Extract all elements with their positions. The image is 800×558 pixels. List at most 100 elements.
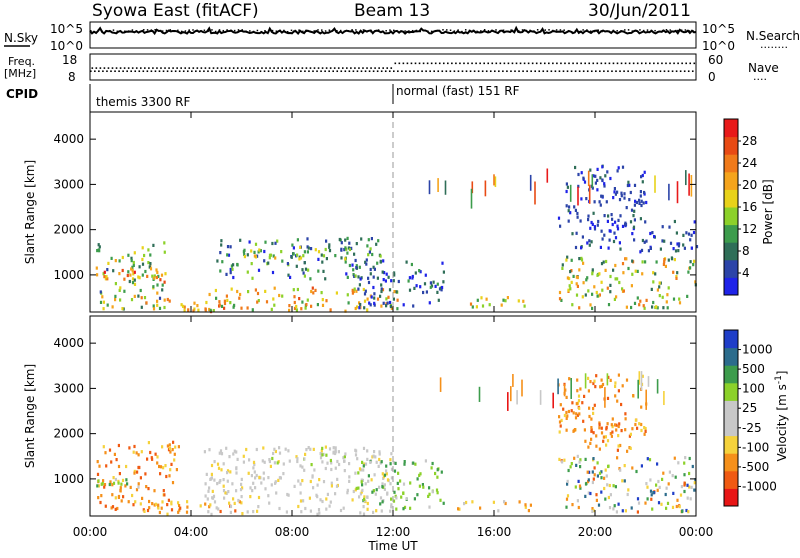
power-cell <box>585 197 588 201</box>
velocity-cell <box>607 375 610 379</box>
nave-dot <box>131 67 134 69</box>
freq-dot <box>255 70 258 73</box>
power-cell <box>655 260 658 264</box>
velocity-cell <box>242 454 245 458</box>
power-cell <box>615 295 618 299</box>
power-cell <box>695 245 699 249</box>
velocity-cell <box>442 501 445 505</box>
velocity-y-label: Slant Range [km] <box>23 364 37 468</box>
velocity-cell <box>576 454 579 458</box>
freq-dot <box>106 70 108 73</box>
velocity-cell <box>609 432 612 436</box>
noise-search-dot <box>487 30 490 32</box>
power-cell <box>246 253 249 257</box>
power-cell <box>288 308 291 312</box>
velocity-cell <box>366 449 369 453</box>
power-cell <box>576 284 579 288</box>
velocity-cell <box>385 472 388 476</box>
freq-dot <box>186 70 189 73</box>
noise-search-dot <box>199 30 202 32</box>
nave-dot <box>321 67 324 69</box>
velocity-colorbar-swatch <box>724 400 738 419</box>
power-cell <box>163 250 166 254</box>
power-cell <box>353 274 356 278</box>
velocity-cell <box>645 389 647 410</box>
noise-search-dot <box>139 30 141 33</box>
velocity-cell <box>578 460 581 464</box>
velocity-cell <box>380 460 383 464</box>
velocity-cell <box>309 479 312 484</box>
power-cell <box>578 257 581 261</box>
velocity-cell <box>223 496 226 500</box>
noise-search-dot <box>108 29 111 32</box>
noise-search-dot <box>476 30 478 33</box>
velocity-cell <box>361 483 364 487</box>
power-cell <box>320 291 323 295</box>
power-cell <box>359 303 362 307</box>
power-cell <box>559 224 562 228</box>
freq-dot <box>683 70 686 73</box>
noise-search-dot <box>582 29 584 31</box>
noise-search-dot <box>688 30 690 32</box>
nave-dot <box>382 67 384 69</box>
nave-dot <box>564 62 566 65</box>
velocity-cell <box>269 464 272 468</box>
power-cell <box>572 274 575 278</box>
velocity-cell <box>619 443 622 448</box>
power-cell <box>383 271 386 275</box>
power-cell <box>589 168 592 172</box>
velocity-cell <box>160 506 163 510</box>
velocity-cell <box>134 500 137 504</box>
velocity-cell <box>683 473 686 477</box>
velocity-cell <box>117 443 120 448</box>
velocity-cell <box>219 449 223 453</box>
velocity-cell <box>623 479 626 483</box>
freq-dot <box>485 70 488 73</box>
velocity-cell <box>595 374 598 378</box>
velocity-cell <box>330 467 333 472</box>
power-cell <box>123 289 126 293</box>
nave-dot <box>471 62 473 65</box>
power-cell <box>665 300 668 304</box>
power-cell <box>651 231 654 235</box>
velocity-cell <box>125 478 128 482</box>
velocity-cell <box>321 499 324 504</box>
power-colorbar-tick-label: 8 <box>742 244 750 258</box>
freq-dot <box>388 70 391 73</box>
power-cell <box>593 227 597 231</box>
velocity-cell <box>613 504 616 508</box>
power-cell <box>609 229 612 233</box>
power-cell <box>588 239 591 243</box>
power-cell <box>367 280 371 285</box>
velocity-cell <box>316 483 319 487</box>
velocity-colorbar-swatch <box>724 435 738 454</box>
power-cell <box>587 214 590 218</box>
power-cell <box>683 246 686 250</box>
power-cell <box>635 200 638 205</box>
noise-search-dot <box>127 30 130 32</box>
velocity-cell <box>402 491 405 495</box>
power-cell <box>328 245 331 249</box>
power-cell <box>324 247 327 252</box>
power-cell <box>358 306 361 310</box>
velocity-cell <box>435 488 439 492</box>
nave-dot <box>127 67 130 69</box>
nave-dot <box>95 67 98 69</box>
velocity-cell <box>600 431 604 435</box>
velocity-cell <box>213 460 216 464</box>
velocity-cell <box>681 509 684 514</box>
freq-frame <box>89 53 697 81</box>
power-cell <box>613 190 616 194</box>
nave-label: Nave <box>748 61 779 75</box>
velocity-cell <box>109 480 112 484</box>
noise-search-dot <box>559 29 562 31</box>
power-cell <box>370 295 373 299</box>
velocity-cell <box>590 437 593 441</box>
nave-dot <box>552 62 554 65</box>
velocity-cell <box>649 478 652 482</box>
velocity-cell <box>163 493 166 497</box>
velocity-cell <box>250 474 253 478</box>
velocity-cell <box>165 474 168 479</box>
velocity-cell <box>258 475 261 479</box>
velocity-cell <box>685 508 688 513</box>
